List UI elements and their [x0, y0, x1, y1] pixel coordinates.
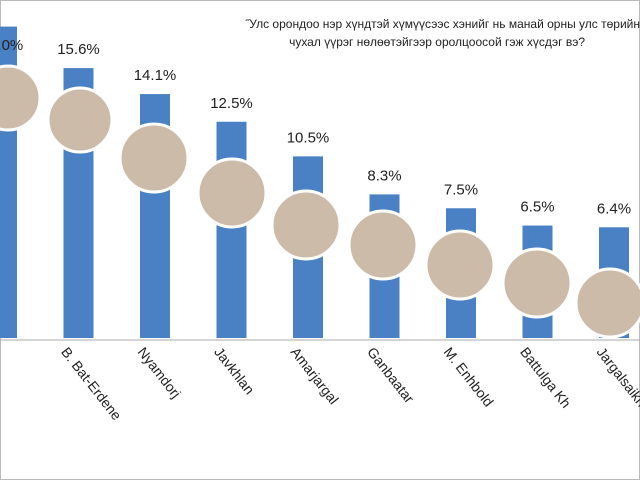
value-label: 14.1% — [134, 67, 177, 84]
chart-title-line: ˝Улс орондоо нэр хүндтэй хүмүүсээс хэний… — [245, 17, 640, 31]
value-label: 12.5% — [210, 95, 253, 112]
photo — [270, 189, 342, 261]
photo — [347, 209, 419, 281]
value-label: 10.5% — [287, 129, 330, 146]
photo — [574, 267, 640, 339]
value-label: 15.6% — [57, 41, 100, 58]
value-label: 7.5% — [444, 181, 478, 198]
photo — [118, 122, 190, 194]
value-label: 6.5% — [520, 199, 554, 216]
photo — [501, 247, 573, 319]
photos — [0, 64, 640, 339]
value-label: 8.3% — [367, 167, 401, 184]
value-label: 18.0% — [0, 37, 23, 54]
photo — [424, 229, 496, 301]
chart-title-line: чухал үүрэг нөлөөтэйгээр оролцоосой гэж … — [289, 35, 585, 49]
value-label: 6.4% — [597, 200, 631, 217]
photo — [0, 64, 42, 132]
photo — [196, 157, 268, 229]
photo — [46, 86, 114, 154]
bar — [216, 121, 247, 338]
